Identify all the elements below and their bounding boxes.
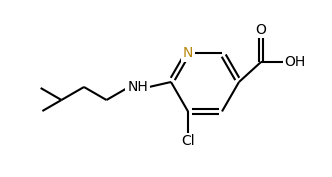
Text: O: O xyxy=(256,23,267,37)
Text: NH: NH xyxy=(127,80,148,94)
Text: OH: OH xyxy=(284,55,305,69)
Text: Cl: Cl xyxy=(181,135,195,149)
Text: N: N xyxy=(183,45,193,59)
